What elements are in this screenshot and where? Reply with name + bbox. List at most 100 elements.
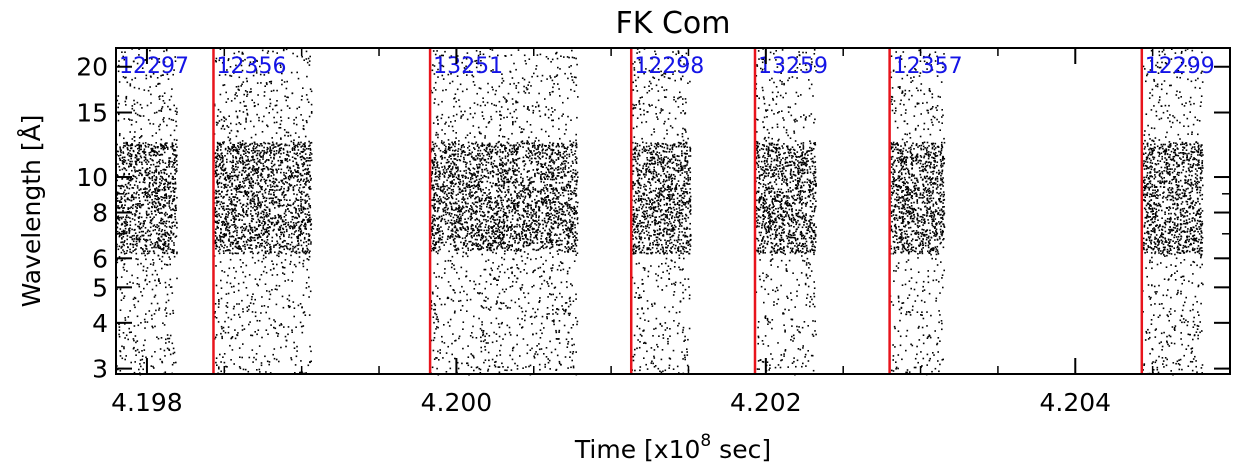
data-point	[500, 185, 503, 188]
data-point	[234, 204, 236, 207]
data-point	[164, 234, 166, 237]
data-point	[279, 127, 282, 129]
data-point	[292, 222, 295, 224]
data-point	[569, 185, 572, 187]
data-point	[516, 152, 518, 155]
data-point	[494, 165, 496, 167]
data-point	[288, 294, 291, 297]
data-point	[552, 309, 554, 311]
data-point	[482, 154, 485, 157]
data-point	[151, 199, 153, 201]
data-point	[268, 193, 270, 195]
data-point	[223, 271, 226, 273]
data-point	[432, 50, 435, 52]
data-point	[122, 231, 124, 233]
data-point	[125, 192, 128, 195]
data-point	[282, 228, 285, 231]
data-point	[225, 172, 227, 174]
data-point	[308, 205, 311, 207]
data-point	[295, 197, 297, 200]
data-point	[134, 171, 137, 173]
data-point	[158, 171, 160, 174]
data-point	[134, 156, 137, 159]
data-point	[298, 215, 301, 218]
data-point	[138, 54, 140, 56]
data-point	[123, 195, 126, 198]
data-point	[168, 163, 171, 165]
data-point	[278, 247, 281, 249]
data-point	[496, 354, 498, 357]
data-point	[229, 243, 232, 246]
data-point	[295, 252, 298, 255]
data-point	[130, 196, 133, 199]
data-point	[176, 111, 178, 113]
data-point	[266, 52, 269, 54]
data-point	[309, 205, 311, 207]
data-point	[567, 341, 570, 343]
data-point	[230, 75, 233, 77]
data-point	[135, 240, 138, 243]
data-point	[499, 188, 501, 191]
data-point	[138, 147, 140, 149]
data-point	[547, 214, 550, 217]
data-point	[149, 158, 152, 160]
data-point	[257, 94, 259, 96]
data-point	[290, 236, 293, 239]
data-point	[262, 234, 264, 236]
data-point	[307, 218, 310, 220]
data-point	[138, 197, 140, 199]
data-point	[559, 202, 561, 205]
data-point	[265, 107, 268, 109]
data-point	[287, 96, 289, 99]
data-point	[234, 223, 236, 226]
data-point	[250, 184, 252, 187]
data-point	[246, 202, 248, 205]
data-point	[233, 314, 236, 316]
data-point	[265, 182, 267, 185]
data-point	[466, 255, 469, 258]
data-point	[140, 222, 142, 225]
data-point	[272, 169, 274, 171]
data-point	[159, 247, 162, 250]
data-point	[309, 290, 312, 293]
data-point	[264, 191, 267, 194]
data-point	[217, 292, 219, 294]
data-point	[233, 179, 236, 182]
data-point	[511, 98, 514, 100]
data-point	[286, 298, 289, 300]
data-point	[244, 192, 247, 195]
data-point	[549, 241, 552, 243]
data-point	[272, 353, 274, 356]
data-point	[284, 194, 287, 196]
data-point	[131, 187, 134, 189]
data-point	[124, 167, 126, 170]
data-point	[256, 143, 258, 145]
data-point	[501, 362, 503, 365]
data-point	[515, 87, 517, 89]
data-point	[287, 169, 290, 172]
data-point	[241, 83, 243, 86]
data-point	[513, 226, 515, 228]
data-point	[433, 208, 435, 210]
data-point	[285, 159, 288, 161]
data-point	[309, 149, 312, 151]
data-point	[282, 246, 284, 248]
data-point	[233, 285, 235, 288]
data-point	[534, 311, 537, 314]
data-point	[258, 234, 261, 237]
data-point	[288, 248, 291, 251]
data-point	[159, 123, 161, 126]
data-point	[246, 214, 249, 216]
data-point	[501, 171, 504, 174]
data-point	[240, 85, 242, 87]
data-point	[140, 128, 142, 130]
data-point	[493, 212, 496, 215]
data-point	[155, 188, 157, 190]
data-point	[142, 368, 144, 371]
data-point	[244, 185, 246, 187]
data-point	[154, 206, 156, 209]
data-point	[130, 206, 132, 208]
data-point	[276, 288, 278, 291]
data-point	[477, 54, 480, 57]
data-point	[165, 338, 167, 341]
